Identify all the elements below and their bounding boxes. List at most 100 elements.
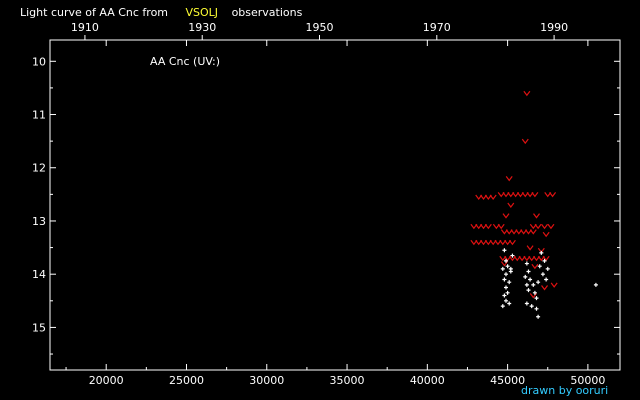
observation-point bbox=[534, 306, 539, 311]
fainter-than-mark bbox=[489, 239, 497, 246]
y-tick-label: 12 bbox=[32, 162, 46, 175]
observation-point bbox=[545, 266, 550, 271]
fainter-than-mark bbox=[550, 282, 558, 288]
fainter-than-mark bbox=[480, 223, 488, 230]
fainter-than-mark bbox=[494, 239, 502, 246]
fainter-than-mark bbox=[475, 223, 483, 230]
observation-point bbox=[507, 301, 512, 306]
fainter-than-mark bbox=[549, 191, 557, 198]
fainter-than-mark bbox=[484, 239, 492, 246]
observation-point bbox=[502, 277, 507, 282]
fainter-than-mark bbox=[521, 191, 529, 198]
chart-title-suffix: observations bbox=[232, 6, 303, 19]
fainter-than-mark bbox=[499, 239, 507, 246]
fainter-than-mark bbox=[470, 223, 478, 230]
fainter-than-mark bbox=[475, 194, 483, 201]
fainter-than-mark bbox=[542, 231, 550, 238]
fainter-than-mark bbox=[508, 255, 516, 262]
fainter-than-mark bbox=[518, 255, 526, 262]
year-tick-label: 1950 bbox=[306, 21, 334, 34]
fainter-than-mark bbox=[516, 191, 524, 198]
fainter-than-mark bbox=[505, 176, 513, 182]
observation-point bbox=[505, 290, 510, 295]
star-label: AA Cnc (UV:) bbox=[150, 55, 220, 68]
observation-point bbox=[505, 264, 510, 269]
fainter-than-mark bbox=[480, 239, 488, 246]
observation-point bbox=[508, 266, 513, 271]
fainter-than-mark bbox=[515, 229, 523, 235]
fainter-than-mark bbox=[521, 138, 529, 145]
observation-point bbox=[529, 304, 534, 309]
fainter-than-mark bbox=[533, 255, 540, 262]
x-tick-label: 45000 bbox=[490, 374, 525, 387]
observation-point bbox=[500, 304, 505, 309]
x-tick-label: 50000 bbox=[570, 374, 605, 387]
fainter-than-mark bbox=[500, 229, 508, 235]
fainter-than-mark bbox=[523, 255, 531, 262]
fainter-than-mark bbox=[508, 239, 516, 246]
y-tick-label: 15 bbox=[32, 321, 46, 334]
observation-point bbox=[542, 258, 547, 263]
axes-layer: 20000 25000 30000 35000 40000 45000 50000 1910 1… bbox=[32, 21, 620, 387]
observation-point bbox=[532, 290, 537, 295]
observation-point bbox=[528, 277, 533, 282]
fainter-than-mark bbox=[504, 239, 512, 246]
observation-point bbox=[500, 266, 505, 271]
year-tick-label: 1970 bbox=[423, 21, 451, 34]
fainter-than-mark bbox=[542, 255, 550, 262]
fainter-than-mark bbox=[526, 245, 534, 251]
y-tick-label: 10 bbox=[32, 55, 46, 68]
fainter-than-mark bbox=[531, 191, 539, 198]
fainter-than-mark bbox=[507, 202, 515, 208]
observation-point bbox=[531, 282, 536, 287]
observation-point bbox=[526, 288, 531, 293]
chart-title-source: VSOLJ bbox=[186, 6, 219, 19]
observation-point bbox=[504, 285, 508, 290]
fainter-than-mark bbox=[504, 255, 512, 262]
fainter-than-mark bbox=[510, 229, 518, 235]
fainter-than-mark bbox=[512, 191, 520, 198]
fainter-than-mark bbox=[513, 255, 521, 262]
year-tick-label: 1990 bbox=[540, 21, 568, 34]
fainter-than-mark bbox=[502, 213, 510, 219]
fainter-than-mark bbox=[534, 223, 542, 230]
observation-point bbox=[524, 301, 529, 306]
observation-point bbox=[534, 296, 539, 301]
observation-point bbox=[524, 261, 529, 266]
fainter-than-mark bbox=[547, 223, 555, 230]
marks-layer bbox=[470, 90, 598, 319]
x-tick-label: 30000 bbox=[249, 374, 284, 387]
fainter-than-mark bbox=[492, 223, 500, 230]
x-tick-label: 20000 bbox=[89, 374, 124, 387]
fainter-than-mark bbox=[502, 191, 510, 198]
observation-point bbox=[502, 293, 507, 298]
fainter-than-mark bbox=[484, 223, 492, 230]
year-tick-label: 1930 bbox=[188, 21, 216, 34]
fainter-than-mark bbox=[544, 191, 552, 198]
fainter-than-mark bbox=[470, 239, 478, 246]
observation-point bbox=[536, 314, 541, 319]
credit-text: drawn by ooruri bbox=[521, 384, 608, 397]
fainter-than-mark bbox=[523, 90, 531, 97]
fainter-than-mark bbox=[529, 229, 537, 235]
fainter-than-mark bbox=[480, 194, 488, 201]
observation-point bbox=[504, 272, 508, 277]
y-tick-label: 11 bbox=[32, 109, 46, 122]
observation-point bbox=[524, 282, 529, 287]
observation-point bbox=[504, 258, 508, 263]
observation-point bbox=[539, 250, 544, 255]
fainter-than-mark bbox=[529, 223, 537, 230]
fainter-than-mark bbox=[528, 255, 536, 262]
x-tick-label: 35000 bbox=[330, 374, 365, 387]
chart-title-prefix: Light curve of AA Cnc from bbox=[20, 6, 168, 19]
fainter-than-mark bbox=[524, 229, 532, 235]
fainter-than-mark bbox=[520, 229, 528, 235]
observation-point bbox=[593, 282, 598, 287]
observation-point bbox=[504, 298, 508, 303]
fainter-than-mark bbox=[505, 229, 513, 235]
fainter-than-mark bbox=[475, 239, 483, 246]
observation-point bbox=[537, 264, 542, 269]
fainter-than-mark bbox=[541, 223, 549, 230]
